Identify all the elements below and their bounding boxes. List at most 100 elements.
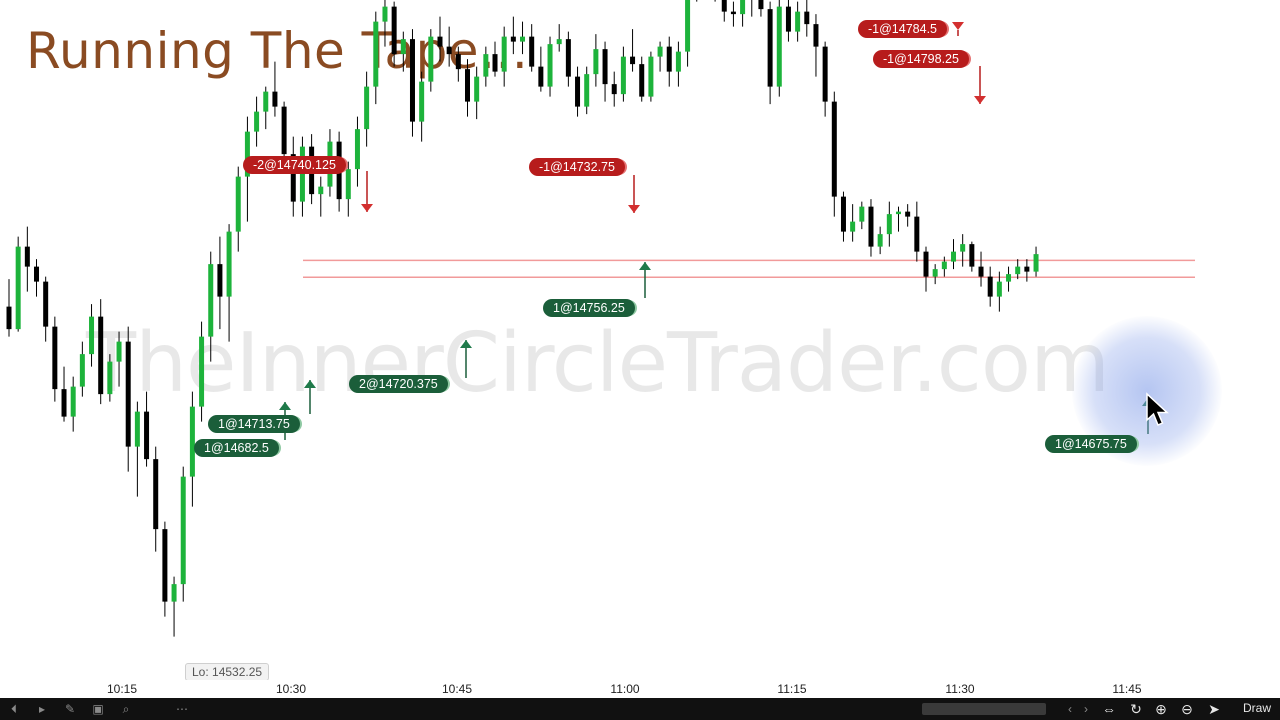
draw-button[interactable]: Draw — [1243, 701, 1272, 715]
bear-candle — [767, 9, 773, 87]
bull-candle — [244, 131, 250, 177]
bull-candle — [107, 361, 113, 395]
trade-badge: 1@14756.25 — [543, 299, 635, 317]
sell-arrow-icon — [628, 205, 640, 213]
bear-candle — [630, 56, 636, 65]
bear-candle — [639, 64, 645, 97]
bull-candle — [685, 0, 691, 52]
bull-candle — [354, 129, 360, 170]
bear-candle — [437, 36, 443, 47]
bull-candle — [547, 44, 553, 87]
scroll-left-icon[interactable]: ‹ — [1068, 702, 1072, 716]
bull-candle — [428, 36, 434, 82]
bear-candle — [153, 459, 159, 530]
bull-candle — [996, 281, 1002, 297]
bull-candle — [584, 74, 590, 107]
bear-candle — [492, 54, 498, 72]
trade-badge: 1@14713.75 — [208, 415, 300, 433]
bear-candle — [391, 6, 397, 55]
bear-candle — [831, 101, 837, 197]
chart-scrollbar[interactable] — [922, 703, 1046, 715]
bear-candle — [162, 529, 168, 602]
bull-candle — [134, 411, 140, 447]
bull-candle — [263, 91, 269, 112]
bull-candle — [199, 336, 205, 407]
bear-candle — [666, 46, 672, 72]
trade-badge: -1@14732.75 — [529, 158, 625, 176]
low-price-label: Lo: 14532.25 — [185, 663, 270, 681]
bear-candle — [758, 0, 764, 10]
price-chart[interactable] — [0, 0, 1280, 680]
buy-arrow-icon — [460, 340, 472, 348]
scroll-arrows-icon[interactable]: ⇔ — [1102, 701, 1116, 717]
bull-candle — [345, 169, 351, 200]
bear-candle — [914, 216, 920, 252]
bear-candle — [465, 69, 470, 102]
bull-candle — [675, 51, 681, 72]
bull-candle — [932, 269, 938, 277]
bear-candle — [290, 154, 296, 202]
pencil-icon[interactable]: ✎ — [64, 702, 76, 716]
bull-candle — [189, 406, 195, 477]
bear-candle — [611, 84, 617, 95]
bear-candle — [565, 39, 571, 77]
bull-candle — [116, 341, 122, 362]
bull-candle — [620, 56, 626, 95]
buy-arrow-icon — [639, 262, 651, 270]
bear-candle — [840, 196, 846, 232]
bull-candle — [226, 231, 232, 297]
pointer-icon[interactable]: ➤ — [1208, 701, 1220, 717]
bull-candle — [474, 76, 480, 102]
bear-candle — [98, 316, 104, 395]
bear-candle — [721, 0, 727, 12]
more-icon[interactable]: ⋯ — [176, 702, 188, 716]
x-tick-label: 10:30 — [275, 682, 307, 696]
reset-icon[interactable]: ↻ — [1130, 701, 1142, 717]
bull-candle — [859, 206, 865, 222]
bear-candle — [575, 76, 581, 107]
chart-toolbar: ⏴ ▸ ✎ ▣ ⌕ ⋯ ‹ › ⇔ ↻ ⊕ ⊖ ➤ Draw — [0, 698, 1280, 720]
bear-candle — [24, 246, 30, 267]
bear-candle — [804, 11, 810, 25]
bull-candle — [501, 36, 507, 72]
play-icon[interactable]: ▸ — [38, 702, 46, 716]
bull-candle — [299, 146, 305, 202]
trade-badge: -1@14784.5 — [858, 20, 947, 38]
level-lines — [303, 259, 1195, 278]
zoom-in-icon[interactable]: ⊕ — [1155, 701, 1167, 717]
bull-candle — [364, 86, 370, 130]
bear-candle — [217, 264, 223, 297]
bear-candle — [987, 276, 993, 297]
bear-candle — [34, 266, 40, 282]
bull-candle — [593, 49, 599, 75]
sell-arrow-icon — [974, 96, 986, 104]
bull-candle — [89, 316, 95, 355]
bear-candle — [529, 36, 535, 67]
watermark: TheInnerCircleTrader.com — [86, 316, 1110, 411]
bear-candle — [455, 54, 461, 70]
bear-candle — [61, 389, 67, 417]
back-icon[interactable]: ⏴ — [10, 702, 17, 716]
screenshot-icon[interactable]: ▣ — [92, 702, 104, 716]
scroll-right-icon[interactable]: › — [1084, 702, 1088, 716]
buy-arrow-icon — [279, 402, 291, 410]
bear-candle — [969, 244, 975, 267]
bear-candle — [822, 46, 828, 102]
bear-candle — [409, 39, 415, 122]
bear-candle — [1024, 266, 1030, 272]
bear-candle — [52, 326, 58, 390]
x-tick-label: 11:45 — [1112, 682, 1142, 696]
time-axis: 10:15 10:30 10:45 11:00 11:15 11:30 11:4… — [0, 680, 1280, 698]
bear-candle — [281, 106, 287, 155]
bear-candle — [730, 11, 736, 15]
bear-candle — [272, 91, 278, 107]
x-tick-label: 11:15 — [777, 682, 807, 696]
bull-candle — [941, 261, 947, 270]
bull-candle — [419, 81, 425, 122]
bull-candle — [1033, 254, 1039, 272]
magnifier-icon[interactable]: ⌕ — [122, 702, 130, 716]
zoom-out-icon[interactable]: ⊖ — [1181, 701, 1193, 717]
bull-candle — [850, 221, 856, 232]
bull-candle — [951, 251, 957, 262]
bull-candle — [318, 186, 324, 195]
